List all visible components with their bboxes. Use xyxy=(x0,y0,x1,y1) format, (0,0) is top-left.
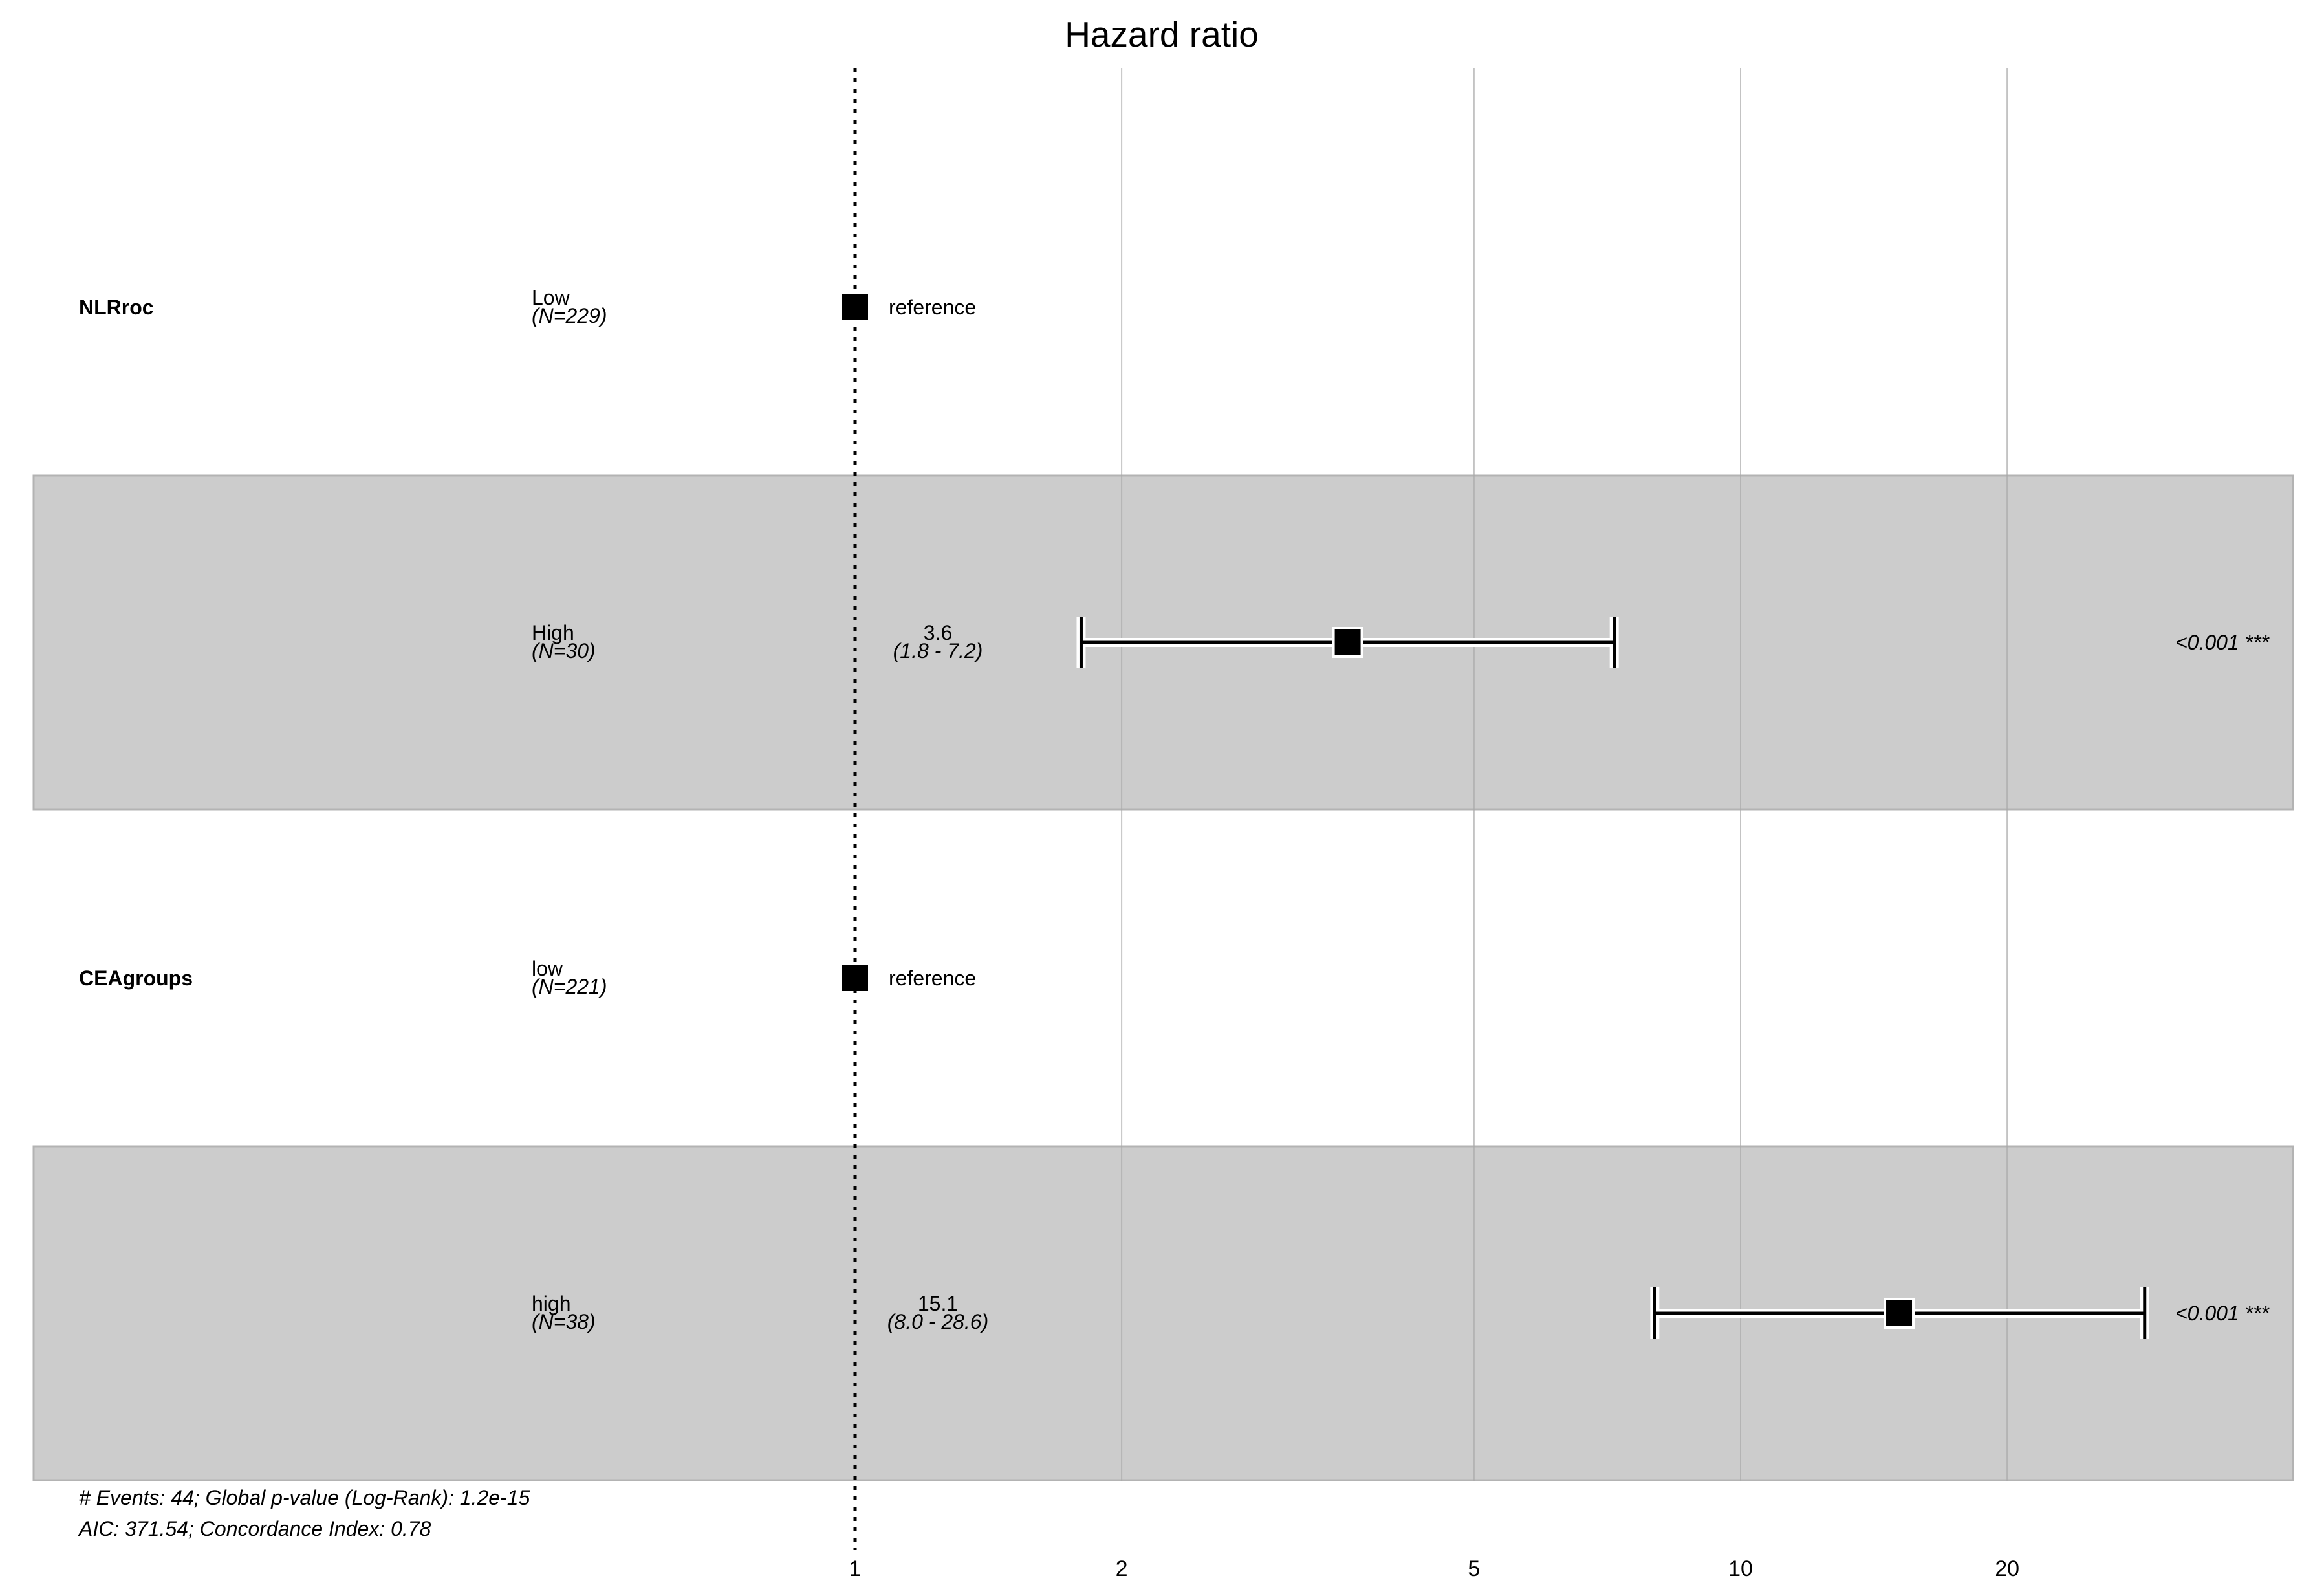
p-value-label: <0.001 *** xyxy=(2175,631,2270,654)
ci-label: (8.0 - 28.6) xyxy=(887,1310,989,1333)
p-value-label: <0.001 *** xyxy=(2175,1302,2270,1325)
level-label: high xyxy=(532,1292,571,1315)
gridlines xyxy=(1121,68,2008,1481)
forest-row: CEAgroups low(N=221) reference xyxy=(79,957,976,998)
row-shading xyxy=(32,474,2294,1481)
reference-label: reference xyxy=(889,296,976,319)
forest-row: High(N=30) 3.6(1.8 - 7.2) <0.001 *** xyxy=(532,617,2270,668)
n-label: (N=30) xyxy=(532,639,596,662)
level-label: High xyxy=(532,621,574,644)
chart-title: Hazard ratio xyxy=(1065,14,1259,54)
hr-marker xyxy=(842,294,868,320)
rows: NLRroc Low(N=229) reference High(N=30) 3.6(1… xyxy=(79,286,2270,1339)
x-tick-label: 10 xyxy=(1728,1557,1753,1581)
x-axis-ticks: 1 2 5 10 20 xyxy=(849,1557,2019,1581)
hr-marker xyxy=(1334,629,1361,655)
hr-marker xyxy=(842,965,868,991)
n-label: (N=229) xyxy=(532,304,607,327)
x-tick-label: 1 xyxy=(849,1557,862,1581)
hr-marker xyxy=(1886,1300,1913,1326)
reference-label: reference xyxy=(889,967,976,990)
forest-row: NLRroc Low(N=229) reference xyxy=(79,286,976,327)
x-tick-label: 2 xyxy=(1116,1557,1128,1581)
variable-label: NLRroc xyxy=(79,296,154,319)
footer-events: # Events: 44; Global p-value (Log-Rank):… xyxy=(79,1486,530,1509)
level-label: low xyxy=(532,957,563,980)
hr-label: 3.6 xyxy=(924,621,952,644)
forest-row: high(N=38) 15.1(8.0 - 28.6) <0.001 *** xyxy=(532,1287,2270,1339)
level-label: Low xyxy=(532,286,570,309)
footer-aic: AIC: 371.54; Concordance Index: 0.78 xyxy=(78,1517,431,1540)
variable-label: CEAgroups xyxy=(79,967,193,990)
hr-label: 15.1 xyxy=(918,1292,958,1315)
x-tick-label: 20 xyxy=(1995,1557,2019,1581)
n-label: (N=38) xyxy=(532,1310,596,1333)
x-tick-label: 5 xyxy=(1468,1557,1480,1581)
n-label: (N=221) xyxy=(532,975,607,998)
ci-label: (1.8 - 7.2) xyxy=(893,639,983,662)
